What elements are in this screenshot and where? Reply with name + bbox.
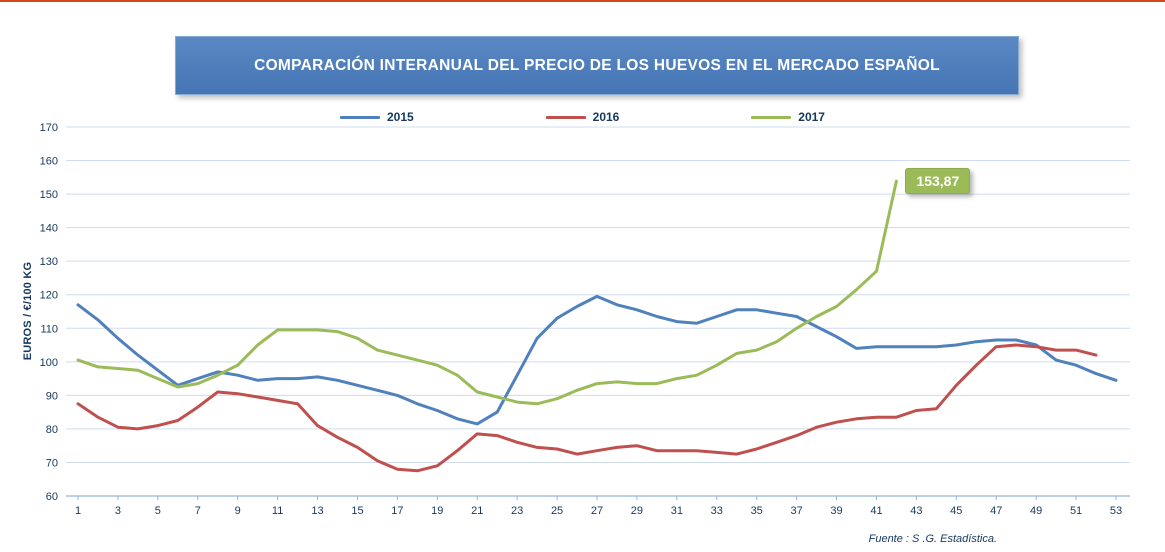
source-note: Fuente : S .G. Estadística. [868,533,997,545]
y-tick-label: 160 [40,156,58,168]
top-rule [0,0,1165,2]
y-tick-label: 90 [46,390,58,402]
x-tick-label: 49 [1030,505,1042,517]
legend-swatch-2015 [340,115,380,119]
legend-swatch-2016 [545,115,586,119]
y-axis-title: EUROS / €/100 KG [22,261,34,361]
y-tick-label: 140 [40,223,58,235]
x-tick-label: 41 [870,505,882,517]
annotation-153: 153,87 [905,168,971,195]
x-tick-label: 23 [511,505,523,517]
x-tick-label: 47 [990,505,1002,517]
x-tick-label: 45 [950,505,962,517]
legend-item-2017: 2017 [751,110,825,124]
y-tick-label: 120 [40,290,58,302]
chart-title-banner: COMPARACIÓN INTERANUAL DEL PRECIO DE LOS… [175,36,1019,95]
chart-title: COMPARACIÓN INTERANUAL DEL PRECIO DE LOS… [254,56,940,74]
legend-swatch-2017 [751,115,792,119]
y-tick-label: 150 [40,189,58,201]
x-tick-label: 53 [1110,505,1122,517]
x-tick-label: 13 [311,505,323,517]
x-tick-label: 5 [155,505,161,517]
x-tick-label: 51 [1070,505,1082,517]
x-tick-label: 27 [591,505,603,517]
series-line-2015 [76,294,1118,426]
x-tick-label: 3 [115,505,121,517]
x-tick-label: 17 [391,505,403,517]
x-tick-label: 37 [790,505,802,517]
y-tick-label: 70 [46,457,58,469]
x-tick-label: 31 [671,505,683,517]
y-tick-label: 80 [46,424,58,436]
series-line-2016 [76,343,1098,473]
x-tick-label: 19 [431,505,443,517]
x-tick-label: 33 [711,505,723,517]
x-tick-label: 43 [910,505,922,517]
y-tick-label: 100 [40,357,58,369]
x-tick-label: 15 [351,505,363,517]
x-tick-label: 29 [631,505,643,517]
x-tick-label: 1 [75,505,81,517]
y-tick-label: 170 [40,122,58,134]
legend-label-2017: 2017 [798,110,825,124]
x-tick-label: 25 [551,505,563,517]
legend-item-2016: 2016 [545,110,620,124]
y-tick-label: 110 [40,323,58,335]
legend-item-2015: 2015 [340,110,414,124]
y-tick-label: 130 [40,256,58,268]
legend-label-2015: 2015 [387,110,414,124]
x-tick-label: 11 [272,505,283,517]
x-tick-label: 39 [830,505,842,517]
x-tick-label: 35 [751,505,763,517]
x-tick-label: 9 [235,505,241,517]
x-tick-label: 21 [471,505,483,517]
legend-label-2016: 2016 [592,110,620,124]
y-tick-label: 60 [46,491,58,503]
legend: 2015 2016 2017 [340,110,825,124]
x-tick-label: 7 [195,505,201,517]
series-line-2017 [76,179,898,406]
